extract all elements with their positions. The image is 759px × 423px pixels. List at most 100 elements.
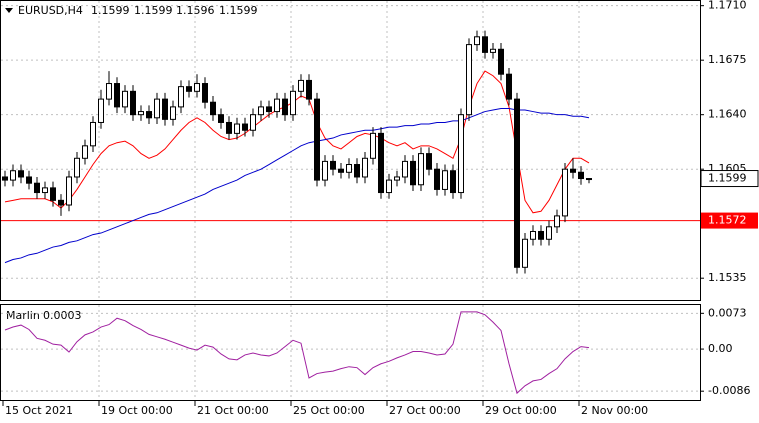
- y-tick-label: -0.0086: [708, 384, 750, 397]
- candle-body: [562, 168, 568, 217]
- candle-body: [130, 90, 136, 116]
- main-panel-frame: [0, 0, 701, 301]
- symbol-label: EURUSD,H4: [18, 4, 83, 17]
- candle-body: [498, 48, 504, 75]
- candle-body: [18, 170, 24, 178]
- candle-body: [354, 164, 360, 178]
- candle-body: [586, 178, 592, 181]
- candle-body: [514, 98, 520, 268]
- candle-body: [506, 73, 512, 100]
- indicator-panel-frame: [0, 304, 701, 401]
- candle-body: [570, 168, 576, 173]
- candle-body: [346, 164, 352, 173]
- candle-body: [554, 215, 560, 228]
- candle-body: [114, 83, 120, 108]
- ohlc-low: 1.1596: [176, 4, 215, 17]
- candle-body: [66, 176, 72, 206]
- indicator-name: Marlin: [6, 309, 40, 322]
- candle-body: [162, 98, 168, 120]
- candle-body: [578, 171, 584, 180]
- candle-body: [362, 157, 368, 178]
- indicator-line: [4, 311, 590, 395]
- candle-body: [210, 101, 216, 116]
- level-badge-label: 1.1572: [708, 214, 747, 227]
- candle-body: [186, 86, 192, 92]
- ohlc-open: 1.1599: [91, 4, 130, 17]
- candle-body: [338, 168, 344, 173]
- collapse-triangle: [5, 8, 13, 13]
- candle-body: [410, 160, 416, 186]
- candle-body: [290, 90, 296, 116]
- candle-body: [434, 168, 440, 190]
- x-tick-label: 27 Oct 00:00: [389, 404, 461, 417]
- y-tick-label: 0.0073: [708, 306, 747, 319]
- candle-body: [250, 114, 256, 131]
- candle-body: [538, 230, 544, 240]
- level-badge: [701, 212, 758, 229]
- candle-body: [146, 111, 152, 119]
- candle-body: [42, 187, 48, 194]
- candle-body: [26, 176, 32, 184]
- candle-body: [370, 132, 376, 159]
- candle-body: [234, 123, 240, 134]
- candle-body: [474, 36, 480, 46]
- candle-body: [226, 121, 232, 134]
- candle-body: [138, 111, 144, 116]
- indicator-value: 0.0003: [43, 309, 82, 322]
- y-tick-label: 0.00: [708, 342, 733, 355]
- candle-body: [386, 179, 392, 194]
- price-badge: [700, 170, 759, 188]
- candle-body: [242, 123, 248, 131]
- candle-body: [530, 230, 536, 240]
- candle-body: [418, 153, 424, 186]
- candle-body: [58, 199, 64, 206]
- candle-body: [282, 98, 288, 116]
- candle-body: [442, 170, 448, 190]
- candle-body: [170, 106, 176, 120]
- candle-body: [194, 83, 200, 92]
- moving-average: [4, 70, 590, 214]
- candle-body: [426, 153, 432, 170]
- candle-body: [2, 176, 8, 181]
- candle-body: [482, 36, 488, 53]
- candle-body: [458, 114, 464, 194]
- y-tick-label: 1.1640: [708, 108, 747, 121]
- candle-body: [202, 83, 208, 103]
- candle-body: [98, 98, 104, 123]
- candle-body: [490, 48, 496, 53]
- candle-body: [314, 98, 320, 181]
- x-tick-label: 19 Oct 00:00: [101, 404, 173, 417]
- ohlc-high: 1.1599: [134, 4, 173, 17]
- y-tick-label: 1.1535: [708, 271, 747, 284]
- candle-body: [178, 86, 184, 108]
- candle-body: [378, 132, 384, 194]
- y-tick-label: 1.1675: [708, 53, 747, 66]
- candle-body: [466, 44, 472, 116]
- candle-body: [402, 160, 408, 178]
- candle-body: [74, 157, 80, 178]
- x-tick-label: 25 Oct 00:00: [293, 404, 365, 417]
- candle-body: [450, 170, 456, 194]
- candle-body: [82, 145, 88, 159]
- candle-body: [34, 182, 40, 194]
- candle-body: [258, 106, 264, 116]
- price-badge-label: 1.1599: [708, 172, 747, 185]
- candle-body: [330, 160, 336, 170]
- x-tick-label: 15 Oct 2021: [5, 404, 73, 417]
- candle-body: [10, 170, 16, 181]
- candle-body: [522, 238, 528, 268]
- candle-body: [394, 176, 400, 181]
- x-tick-label: 2 Nov 00:00: [581, 404, 648, 417]
- y-tick-label: 1.1710: [708, 0, 747, 12]
- candle-body: [50, 187, 56, 201]
- ohlc-close: 1.1599: [219, 4, 258, 17]
- candle-body: [218, 114, 224, 123]
- moving-average: [4, 107, 590, 264]
- candle-body: [154, 98, 160, 119]
- candle-body: [122, 90, 128, 108]
- candle-body: [274, 98, 280, 113]
- candle-body: [546, 226, 552, 240]
- candle-body: [106, 83, 112, 100]
